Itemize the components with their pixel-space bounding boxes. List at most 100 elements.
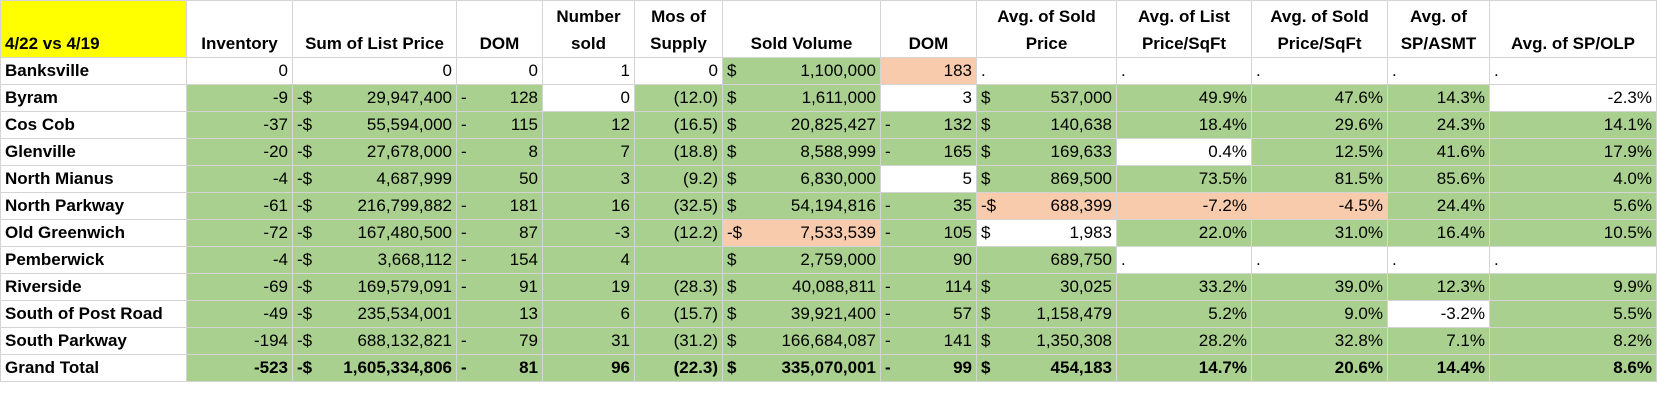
cell-sold-volume[interactable]: $2,759,000	[722, 246, 881, 274]
cell-dom-sold[interactable]: 90	[880, 246, 977, 274]
cell-sold-volume[interactable]: $1,100,000	[722, 57, 881, 85]
cell-avg-sold-price[interactable]: $30,025	[976, 273, 1117, 301]
cell-avg-list-price-sqft[interactable]: 0.4%	[1116, 138, 1252, 166]
cell-sum-of-list-price[interactable]: -$ 688,132,821	[292, 327, 457, 355]
cell-mos-of-supply[interactable]: (31.2)	[634, 327, 723, 355]
header-avg-sp-olp[interactable]: Avg. of SP/OLP	[1489, 0, 1657, 58]
cell-avg-sold-price[interactable]: $537,000	[976, 84, 1117, 112]
corner-label[interactable]: 4/22 vs 4/19	[0, 0, 187, 58]
cell-inventory[interactable]: -4	[186, 246, 293, 274]
cell-number-sold[interactable]: 7	[542, 138, 635, 166]
cell-sum-of-list-price[interactable]: 0	[292, 57, 457, 85]
header-sold-volume[interactable]: Sold Volume	[722, 0, 881, 58]
cell-inventory[interactable]: -194	[186, 327, 293, 355]
row-label[interactable]: Grand Total	[0, 354, 187, 382]
cell-avg-sold-price[interactable]: -$ 688,399	[976, 192, 1117, 220]
cell-dom[interactable]: -8	[456, 138, 543, 166]
cell-avg-list-price-sqft[interactable]: .	[1116, 246, 1252, 274]
row-label[interactable]: Riverside	[0, 273, 187, 301]
cell-sold-volume[interactable]: $54,194,816	[722, 192, 881, 220]
cell-dom-sold[interactable]: - 141	[880, 327, 977, 355]
cell-inventory[interactable]: -61	[186, 192, 293, 220]
cell-sum-of-list-price[interactable]: -$ 3,668,112	[292, 246, 457, 274]
cell-avg-sold-price-sqft[interactable]: 32.8%	[1251, 327, 1388, 355]
row-label[interactable]: Byram	[0, 84, 187, 112]
cell-mos-of-supply[interactable]: (9.2)	[634, 165, 723, 193]
header-dom[interactable]: DOM	[456, 0, 543, 58]
header-dom-sold[interactable]: DOM	[880, 0, 977, 58]
header-avg-list-price-sqft[interactable]: Avg. of List Price/SqFt	[1116, 0, 1252, 58]
cell-number-sold[interactable]: 0	[542, 84, 635, 112]
cell-avg-sp-olp[interactable]: 5.5%	[1489, 300, 1657, 328]
cell-dom[interactable]: 0	[456, 57, 543, 85]
cell-sold-volume[interactable]: $20,825,427	[722, 111, 881, 139]
header-avg-sp-asmt[interactable]: Avg. of SP/ASMT	[1387, 0, 1490, 58]
cell-dom-sold[interactable]: 3	[880, 84, 977, 112]
cell-avg-sold-price-sqft[interactable]: .	[1251, 57, 1388, 85]
cell-avg-sp-asmt[interactable]: 7.1%	[1387, 327, 1490, 355]
cell-sold-volume[interactable]: $39,921,400	[722, 300, 881, 328]
header-number-sold[interactable]: Number sold	[542, 0, 635, 58]
cell-avg-sold-price-sqft[interactable]: 31.0%	[1251, 219, 1388, 247]
cell-avg-sold-price[interactable]: $454,183	[976, 354, 1117, 382]
cell-avg-sold-price-sqft[interactable]: 12.5%	[1251, 138, 1388, 166]
cell-avg-sp-asmt[interactable]: .	[1387, 57, 1490, 85]
cell-avg-sp-asmt[interactable]: 24.4%	[1387, 192, 1490, 220]
cell-avg-sp-asmt[interactable]: -3.2%	[1387, 300, 1490, 328]
cell-avg-sp-olp[interactable]: 14.1%	[1489, 111, 1657, 139]
cell-mos-of-supply[interactable]: (32.5)	[634, 192, 723, 220]
cell-sold-volume[interactable]: $335,070,001	[722, 354, 881, 382]
cell-avg-sold-price[interactable]: 689,750	[976, 246, 1117, 274]
cell-avg-list-price-sqft[interactable]: 73.5%	[1116, 165, 1252, 193]
cell-mos-of-supply[interactable]	[634, 246, 723, 274]
cell-number-sold[interactable]: 96	[542, 354, 635, 382]
header-inventory[interactable]: Inventory	[186, 0, 293, 58]
cell-dom[interactable]: - 81	[456, 354, 543, 382]
cell-dom[interactable]: 50	[456, 165, 543, 193]
cell-dom-sold[interactable]: - 99	[880, 354, 977, 382]
cell-avg-sold-price-sqft[interactable]: -4.5%	[1251, 192, 1388, 220]
cell-avg-sp-asmt[interactable]: 16.4%	[1387, 219, 1490, 247]
cell-number-sold[interactable]: 1	[542, 57, 635, 85]
cell-mos-of-supply[interactable]: (12.0)	[634, 84, 723, 112]
cell-avg-sp-olp[interactable]: 4.0%	[1489, 165, 1657, 193]
cell-sold-volume[interactable]: $6,830,000	[722, 165, 881, 193]
cell-dom-sold[interactable]: - 35	[880, 192, 977, 220]
cell-number-sold[interactable]: 12	[542, 111, 635, 139]
header-mos-of-supply[interactable]: Mos of Supply	[634, 0, 723, 58]
cell-avg-sold-price[interactable]: $1,158,479	[976, 300, 1117, 328]
cell-sum-of-list-price[interactable]: -$ 167,480,500	[292, 219, 457, 247]
cell-dom-sold[interactable]: - 105	[880, 219, 977, 247]
cell-avg-sold-price[interactable]: $169,633	[976, 138, 1117, 166]
cell-inventory[interactable]: -37	[186, 111, 293, 139]
cell-dom[interactable]: - 181	[456, 192, 543, 220]
row-label[interactable]: Pemberwick	[0, 246, 187, 274]
cell-mos-of-supply[interactable]: (15.7)	[634, 300, 723, 328]
cell-avg-sold-price[interactable]: $1,983	[976, 219, 1117, 247]
cell-number-sold[interactable]: 6	[542, 300, 635, 328]
cell-dom-sold[interactable]: 5	[880, 165, 977, 193]
cell-avg-list-price-sqft[interactable]: .	[1116, 57, 1252, 85]
cell-dom-sold[interactable]: - 114	[880, 273, 977, 301]
cell-avg-sp-asmt[interactable]: 14.3%	[1387, 84, 1490, 112]
cell-avg-sold-price-sqft[interactable]: 9.0%	[1251, 300, 1388, 328]
cell-inventory[interactable]: -523	[186, 354, 293, 382]
cell-avg-sold-price[interactable]: $869,500	[976, 165, 1117, 193]
cell-avg-sp-olp[interactable]: 8.6%	[1489, 354, 1657, 382]
cell-avg-sp-asmt[interactable]: 85.6%	[1387, 165, 1490, 193]
cell-avg-list-price-sqft[interactable]: -7.2%	[1116, 192, 1252, 220]
cell-mos-of-supply[interactable]: (18.8)	[634, 138, 723, 166]
cell-dom-sold[interactable]: 183	[880, 57, 977, 85]
cell-inventory[interactable]: -4	[186, 165, 293, 193]
cell-number-sold[interactable]: 16	[542, 192, 635, 220]
cell-avg-list-price-sqft[interactable]: 14.7%	[1116, 354, 1252, 382]
cell-number-sold[interactable]: 4	[542, 246, 635, 274]
cell-number-sold[interactable]: 19	[542, 273, 635, 301]
cell-avg-sp-asmt[interactable]: .	[1387, 246, 1490, 274]
cell-avg-sold-price[interactable]: $1,350,308	[976, 327, 1117, 355]
header-avg-sold-price[interactable]: Avg. of Sold Price	[976, 0, 1117, 58]
cell-inventory[interactable]: -49	[186, 300, 293, 328]
cell-avg-sp-asmt[interactable]: 12.3%	[1387, 273, 1490, 301]
cell-avg-sp-asmt[interactable]: 41.6%	[1387, 138, 1490, 166]
cell-dom[interactable]: - 91	[456, 273, 543, 301]
